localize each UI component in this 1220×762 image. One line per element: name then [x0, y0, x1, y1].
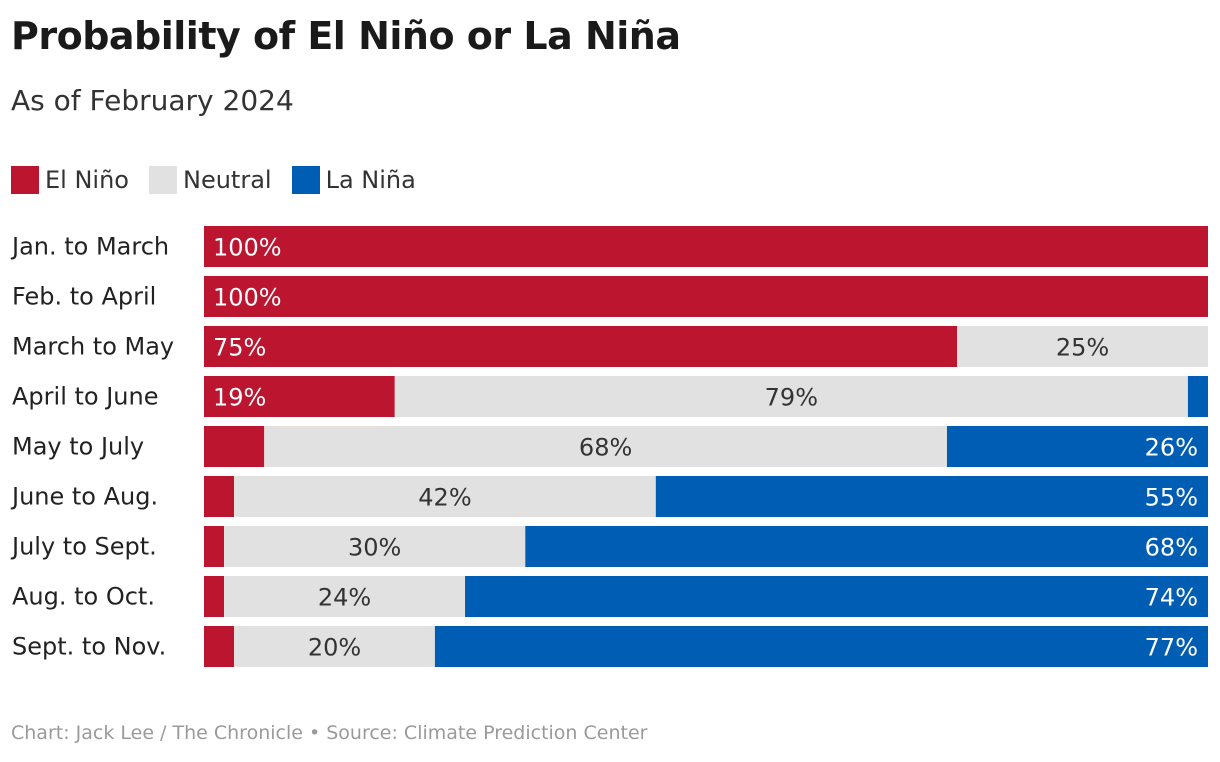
legend-label-la-nina: La Niña: [325, 166, 416, 194]
value-label-la-nina-june-to-aug: 55%: [1145, 484, 1198, 512]
bar-neutral-sept-to-nov: [234, 626, 435, 667]
value-label-el-nino-feb-to-april: 100%: [213, 284, 282, 312]
value-label-neutral-march-to-may: 25%: [1056, 334, 1109, 362]
bar-el-nino-jan-to-march: [204, 226, 1208, 267]
legend-item-la-nina: La Niña: [291, 166, 416, 194]
row-label-aug-to-oct: Aug. to Oct.: [12, 583, 155, 611]
value-label-neutral-aug-to-oct: 24%: [318, 584, 371, 612]
row-label-sept-to-nov: Sept. to Nov.: [12, 633, 166, 661]
value-label-neutral-june-to-aug: 42%: [418, 484, 471, 512]
bar-el-nino-june-to-aug: [204, 476, 235, 517]
value-label-neutral-april-to-june: 79%: [765, 384, 818, 412]
value-label-el-nino-jan-to-march: 100%: [213, 234, 282, 262]
row-label-march-to-may: March to May: [12, 333, 174, 361]
legend-swatch-neutral: [148, 166, 177, 194]
legend-swatch-la-nina: [291, 166, 320, 194]
value-label-la-nina-may-to-july: 26%: [1145, 434, 1198, 462]
bar-neutral-march-to-may: [957, 326, 1208, 367]
bar-el-nino-july-to-sept: [204, 526, 225, 567]
legend-label-neutral: Neutral: [182, 166, 272, 194]
footer-credit: Chart: Jack Lee / The Chronicle • Source…: [11, 722, 648, 744]
bar-neutral-april-to-june: [394, 376, 1188, 417]
value-label-la-nina-aug-to-oct: 74%: [1145, 584, 1198, 612]
value-label-neutral-sept-to-nov: 20%: [308, 634, 361, 662]
stacked-bar-chart: Jan. to March 100% Feb. to April 100% March …: [10, 226, 1208, 667]
value-label-el-nino-april-to-june: 19%: [213, 384, 266, 412]
row-label-april-to-june: April to June: [12, 383, 158, 411]
bar-la-nina-aug-to-oct: [465, 576, 1208, 617]
legend-item-el-nino: El Niño: [11, 166, 129, 194]
bar-el-nino-march-to-may: [204, 326, 957, 367]
value-label-el-nino-march-to-may: 75%: [213, 334, 266, 362]
bar-la-nina-april-to-june: [1187, 376, 1208, 417]
value-label-neutral-may-to-july: 68%: [579, 434, 632, 462]
chart-title: Probability of El Niño or La Niña: [11, 14, 681, 58]
legend-label-el-nino: El Niño: [45, 166, 129, 194]
bar-neutral-aug-to-oct: [224, 576, 466, 617]
row-label-may-to-july: May to July: [12, 433, 144, 461]
bar-el-nino-may-to-july: [204, 426, 265, 467]
bar-la-nina-sept-to-nov: [434, 626, 1208, 667]
legend-item-neutral: Neutral: [148, 166, 272, 194]
value-label-la-nina-july-to-sept: 68%: [1145, 534, 1198, 562]
bar-neutral-july-to-sept: [224, 526, 526, 567]
bar-neutral-may-to-july: [264, 426, 947, 467]
row-label-june-to-aug: June to Aug.: [10, 483, 158, 511]
row-label-jan-to-march: Jan. to March: [10, 233, 169, 261]
bar-el-nino-aug-to-oct: [204, 576, 225, 617]
bar-la-nina-july-to-sept: [525, 526, 1208, 567]
row-label-feb-to-april: Feb. to April: [12, 283, 156, 311]
legend-swatch-el-nino: [11, 166, 39, 194]
bar-el-nino-sept-to-nov: [204, 626, 235, 667]
value-label-neutral-july-to-sept: 30%: [348, 534, 401, 562]
value-label-la-nina-sept-to-nov: 77%: [1145, 634, 1198, 662]
legend: El Niño Neutral La Niña: [11, 164, 436, 196]
bar-el-nino-april-to-june: [204, 376, 395, 417]
row-label-july-to-sept: July to Sept.: [10, 533, 157, 561]
chart-subtitle: As of February 2024: [11, 84, 294, 117]
bar-la-nina-may-to-july: [946, 426, 1208, 467]
bar-neutral-june-to-aug: [234, 476, 656, 517]
bar-la-nina-june-to-aug: [655, 476, 1208, 517]
bar-el-nino-feb-to-april: [204, 276, 1208, 317]
